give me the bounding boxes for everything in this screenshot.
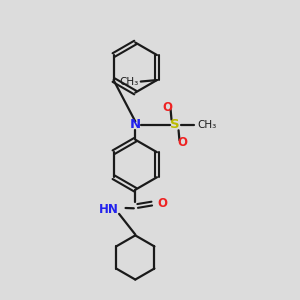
Text: O: O: [163, 101, 173, 114]
Text: CH₃: CH₃: [119, 76, 139, 86]
Text: N: N: [130, 118, 141, 131]
Text: CH₃: CH₃: [197, 120, 216, 130]
Text: O: O: [177, 136, 188, 149]
Text: O: O: [158, 197, 167, 210]
Text: HN: HN: [99, 203, 119, 216]
Text: S: S: [170, 118, 180, 131]
